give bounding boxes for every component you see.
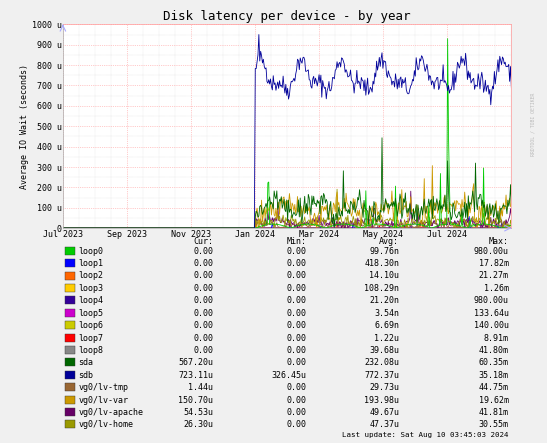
Text: loop3: loop3 — [78, 284, 103, 293]
Text: loop7: loop7 — [78, 334, 103, 342]
Text: 0.00: 0.00 — [286, 408, 306, 417]
Text: 0.00: 0.00 — [193, 247, 213, 256]
Text: 0.00: 0.00 — [286, 272, 306, 280]
Text: 0.00: 0.00 — [286, 358, 306, 367]
Text: 0.00: 0.00 — [193, 272, 213, 280]
Text: 0.00: 0.00 — [193, 321, 213, 330]
Text: 41.80m: 41.80m — [479, 346, 509, 355]
Text: loop8: loop8 — [78, 346, 103, 355]
Text: 21.27m: 21.27m — [479, 272, 509, 280]
Text: 0.00: 0.00 — [193, 309, 213, 318]
Text: 0.00: 0.00 — [193, 334, 213, 342]
Text: 0.00: 0.00 — [193, 296, 213, 305]
Text: 8.91m: 8.91m — [484, 334, 509, 342]
Text: 44.75m: 44.75m — [479, 383, 509, 392]
Text: vg0/lv-apache: vg0/lv-apache — [78, 408, 143, 417]
Text: 0.00: 0.00 — [286, 321, 306, 330]
Text: 108.29n: 108.29n — [364, 284, 399, 293]
Text: 232.08u: 232.08u — [364, 358, 399, 367]
Text: 6.69n: 6.69n — [374, 321, 399, 330]
Text: 0.00: 0.00 — [286, 247, 306, 256]
Text: 0.00: 0.00 — [286, 309, 306, 318]
Text: 47.37u: 47.37u — [369, 420, 399, 429]
Text: 140.00u: 140.00u — [474, 321, 509, 330]
Text: loop4: loop4 — [78, 296, 103, 305]
Text: 0.00: 0.00 — [193, 346, 213, 355]
Text: Last update: Sat Aug 10 03:45:03 2024: Last update: Sat Aug 10 03:45:03 2024 — [342, 432, 509, 439]
Text: 54.53u: 54.53u — [183, 408, 213, 417]
Text: 0.00: 0.00 — [286, 420, 306, 429]
Text: 0.00: 0.00 — [286, 296, 306, 305]
Text: Max:: Max: — [488, 237, 509, 246]
Text: 193.98u: 193.98u — [364, 396, 399, 404]
Text: 41.81m: 41.81m — [479, 408, 509, 417]
Text: 30.55m: 30.55m — [479, 420, 509, 429]
Text: RRDTOOL / TOBI OETIKER: RRDTOOL / TOBI OETIKER — [531, 93, 536, 155]
Text: 35.18m: 35.18m — [479, 371, 509, 380]
Text: 14.10u: 14.10u — [369, 272, 399, 280]
Text: 150.70u: 150.70u — [178, 396, 213, 404]
Text: 1.26m: 1.26m — [484, 284, 509, 293]
Title: Disk latency per device - by year: Disk latency per device - by year — [164, 10, 411, 23]
Text: 0.00: 0.00 — [286, 383, 306, 392]
Text: 39.68u: 39.68u — [369, 346, 399, 355]
Text: 17.82m: 17.82m — [479, 259, 509, 268]
Text: 60.35m: 60.35m — [479, 358, 509, 367]
Text: 0.00: 0.00 — [286, 396, 306, 404]
Text: 0.00: 0.00 — [193, 284, 213, 293]
Text: 26.30u: 26.30u — [183, 420, 213, 429]
Text: 133.64u: 133.64u — [474, 309, 509, 318]
Text: 49.67u: 49.67u — [369, 408, 399, 417]
Text: vg0/lv-home: vg0/lv-home — [78, 420, 133, 429]
Text: 21.20n: 21.20n — [369, 296, 399, 305]
Text: loop2: loop2 — [78, 272, 103, 280]
Text: 418.30n: 418.30n — [364, 259, 399, 268]
Text: 1.44u: 1.44u — [188, 383, 213, 392]
Text: 0.00: 0.00 — [286, 334, 306, 342]
Text: sda: sda — [78, 358, 93, 367]
Text: vg0/lv-var: vg0/lv-var — [78, 396, 128, 404]
Text: 19.62m: 19.62m — [479, 396, 509, 404]
Text: Min:: Min: — [286, 237, 306, 246]
Text: loop6: loop6 — [78, 321, 103, 330]
Text: 980.00u: 980.00u — [474, 247, 509, 256]
Text: sdb: sdb — [78, 371, 93, 380]
Text: loop0: loop0 — [78, 247, 103, 256]
Text: 326.45u: 326.45u — [271, 371, 306, 380]
Text: 980.00u: 980.00u — [474, 296, 509, 305]
Text: Avg:: Avg: — [379, 237, 399, 246]
Text: vg0/lv-tmp: vg0/lv-tmp — [78, 383, 128, 392]
Text: 723.11u: 723.11u — [178, 371, 213, 380]
Text: 0.00: 0.00 — [193, 259, 213, 268]
Text: 1.22u: 1.22u — [374, 334, 399, 342]
Text: 29.73u: 29.73u — [369, 383, 399, 392]
Text: 567.20u: 567.20u — [178, 358, 213, 367]
Text: loop1: loop1 — [78, 259, 103, 268]
Text: Cur:: Cur: — [193, 237, 213, 246]
Text: 0.00: 0.00 — [286, 346, 306, 355]
Text: 772.37u: 772.37u — [364, 371, 399, 380]
Text: 0.00: 0.00 — [286, 284, 306, 293]
Y-axis label: Average IO Wait (seconds): Average IO Wait (seconds) — [20, 64, 29, 189]
Text: 3.54n: 3.54n — [374, 309, 399, 318]
Text: loop5: loop5 — [78, 309, 103, 318]
Text: 99.76n: 99.76n — [369, 247, 399, 256]
Text: 0.00: 0.00 — [286, 259, 306, 268]
